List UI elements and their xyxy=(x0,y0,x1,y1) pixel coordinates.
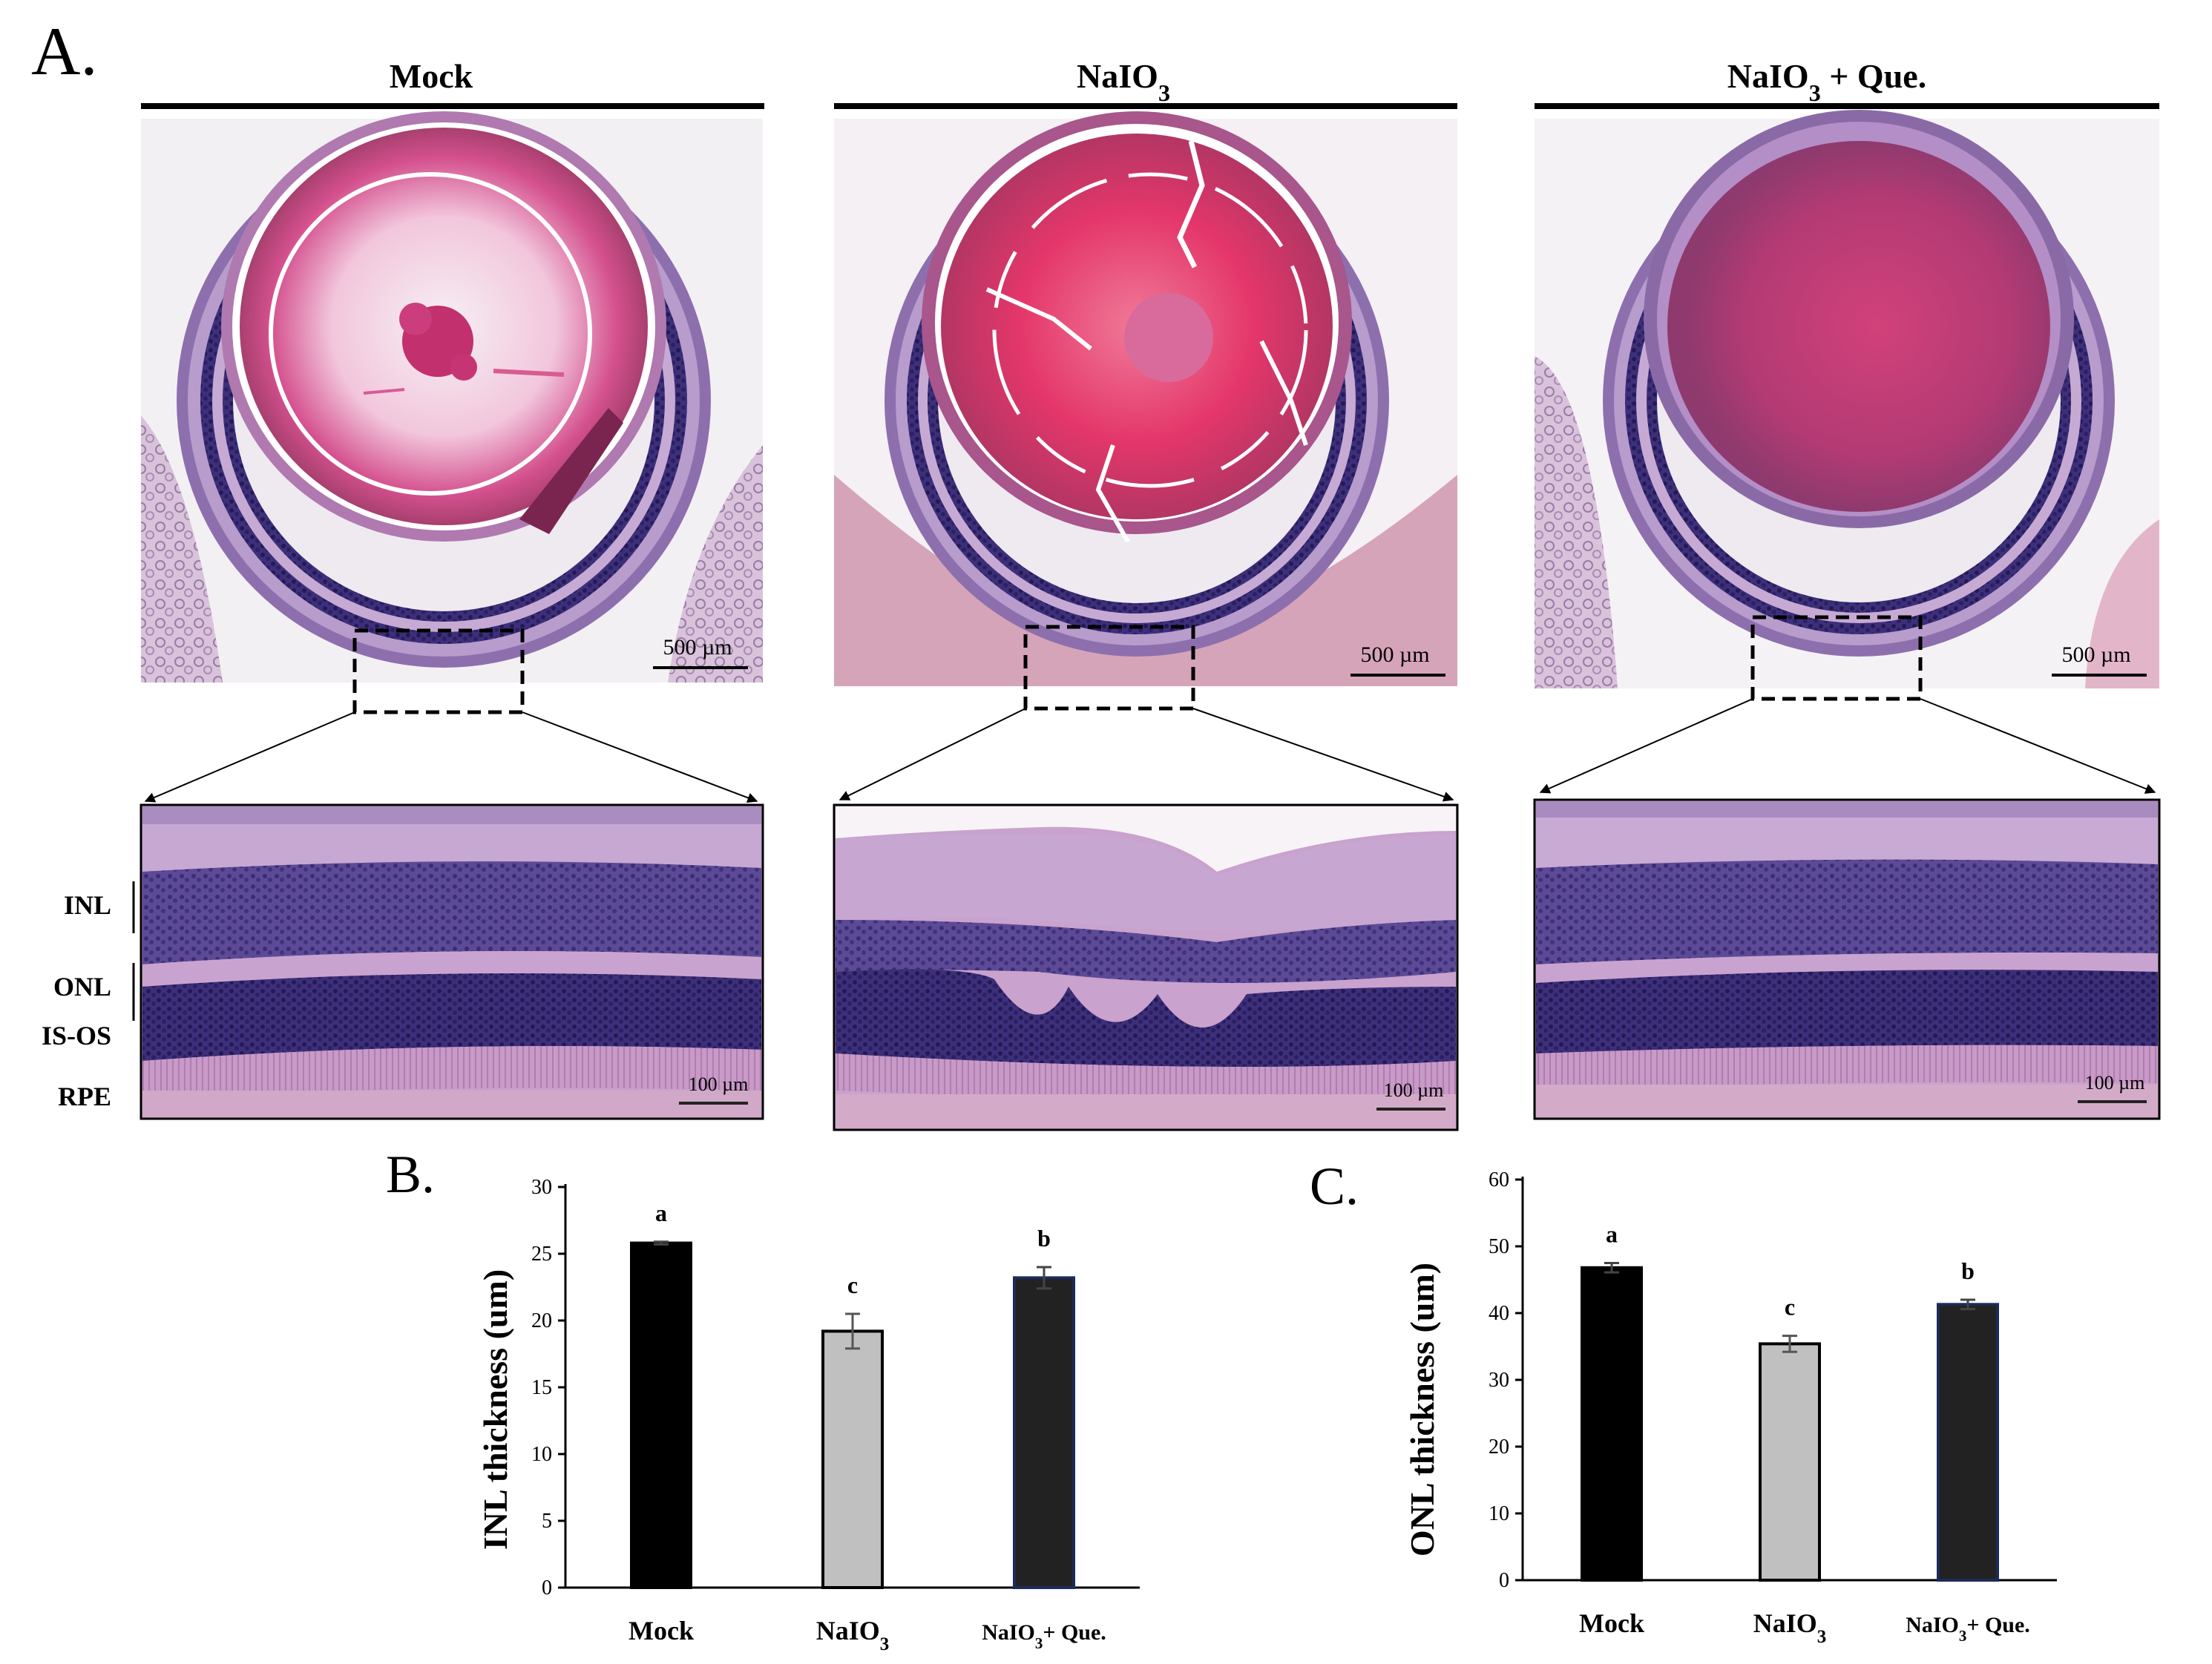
significance-label-1: c xyxy=(1785,1294,1795,1321)
group-mock: Mock 500 µm xyxy=(42,57,764,1120)
y-tick-label: 20 xyxy=(1489,1436,1509,1459)
category-label-1: NaIO3 xyxy=(816,1616,890,1654)
scale-label-top-naio3-que: 500 µm xyxy=(2061,642,2130,667)
chart-b-ylabel: INL thickness (um) xyxy=(476,1269,514,1550)
significance-label-0: a xyxy=(1606,1221,1618,1248)
y-tick-label: 15 xyxy=(531,1376,552,1399)
significance-label-2: b xyxy=(1961,1257,1975,1284)
group-title-naio3-que: NaIO3 + Que. xyxy=(1727,57,1926,106)
zoom-arrow-right-mock xyxy=(522,711,758,803)
zoom-arrow-left-naio3 xyxy=(838,708,1026,800)
significance-label-0: a xyxy=(655,1200,667,1226)
group-naio3: NaIO3 500 µm xyxy=(833,57,1459,1131)
group-title-naio3: NaIO3 xyxy=(1077,57,1170,106)
significance-label-1: c xyxy=(847,1272,858,1298)
bar-2 xyxy=(1013,1276,1075,1590)
scale-label-bottom-mock: 100 µm xyxy=(689,1073,749,1095)
bar-2 xyxy=(1937,1303,1999,1582)
y-tick-label: 10 xyxy=(531,1443,552,1466)
layer-label-onl: ONL xyxy=(53,972,111,1002)
zoom-box-mock xyxy=(352,628,525,714)
layer-label-rpe: RPE xyxy=(58,1082,111,1111)
y-tick-label: 50 xyxy=(1489,1235,1509,1258)
y-tick-label: 40 xyxy=(1489,1302,1509,1325)
chart-c-ylabel: ONL thickness (um) xyxy=(1403,1263,1441,1556)
y-tick-label: 0 xyxy=(542,1576,552,1599)
zoom-arrow-left-naio3-que xyxy=(1539,698,1753,794)
significance-label-2: b xyxy=(1037,1225,1051,1252)
category-label-2: NaIO3+ Que. xyxy=(1906,1613,2030,1645)
retina-micrograph-naio3 xyxy=(833,803,1459,1131)
y-tick-label: 5 xyxy=(542,1510,552,1533)
scale-label-bottom-naio3: 100 µm xyxy=(1384,1079,1444,1101)
y-tick-label: 10 xyxy=(1489,1502,1509,1525)
category-label-2: NaIO3+ Que. xyxy=(982,1620,1106,1652)
eye-micrograph-naio3 xyxy=(834,111,1457,686)
category-label-0: Mock xyxy=(1579,1608,1644,1638)
y-tick-label: 20 xyxy=(531,1309,552,1332)
zoom-box-naio3-que xyxy=(1750,615,1923,701)
zoom-arrow-left-mock xyxy=(144,711,355,803)
layer-label-is-os: IS-OS xyxy=(42,1021,111,1050)
category-label-0: Mock xyxy=(629,1616,694,1645)
layer-label-inl: INL xyxy=(64,890,111,920)
panel-a-letter: A. xyxy=(31,13,97,89)
bar-1 xyxy=(821,1329,884,1590)
y-tick-label: 30 xyxy=(531,1176,552,1199)
bar-1 xyxy=(1759,1342,1821,1582)
chart-c-letter: C. xyxy=(1310,1157,1359,1216)
y-tick-label: 0 xyxy=(1499,1569,1509,1592)
category-label-1: NaIO3 xyxy=(1753,1608,1827,1647)
bar-0 xyxy=(630,1241,692,1589)
chart-inl-thickness: B. INL thickness (um) 0 5 10 15 20 25 30 a c b M… xyxy=(386,1145,1140,1654)
y-tick-label: 60 xyxy=(1489,1168,1509,1191)
group-title-mock: Mock xyxy=(390,57,473,95)
eye-micrograph-mock xyxy=(141,111,763,683)
scale-label-bottom-naio3-que: 100 µm xyxy=(2085,1072,2145,1094)
zoom-box-naio3 xyxy=(1023,625,1195,711)
chart-b-letter: B. xyxy=(386,1145,435,1204)
bar-0 xyxy=(1581,1266,1643,1582)
zoom-arrow-right-naio3-que xyxy=(1920,698,2156,794)
y-tick-label: 30 xyxy=(1489,1369,1509,1392)
scale-label-top-mock: 500 µm xyxy=(663,635,732,660)
eye-micrograph-naio3-que xyxy=(1535,110,2159,688)
y-tick-label: 25 xyxy=(531,1243,552,1266)
scale-label-top-naio3: 500 µm xyxy=(1360,642,1429,667)
zoom-arrow-right-naio3 xyxy=(1192,708,1454,802)
retina-micrograph-naio3-que xyxy=(1533,798,2161,1120)
group-naio3-que: NaIO3 + Que. 500 µm xyxy=(1533,57,2161,1120)
retina-micrograph-mock xyxy=(140,803,764,1120)
